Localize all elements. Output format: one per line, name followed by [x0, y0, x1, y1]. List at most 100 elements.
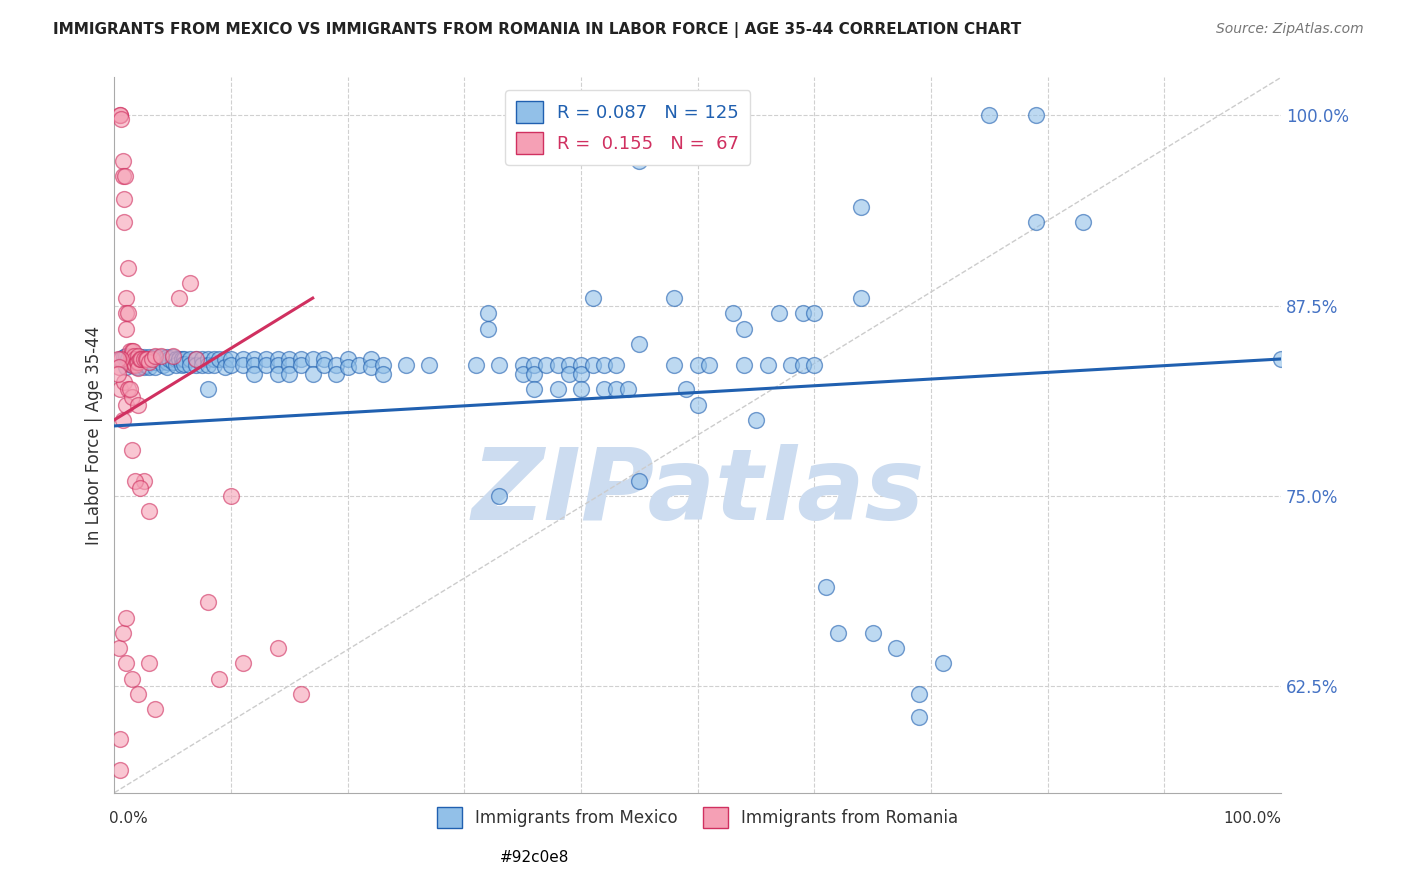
Point	[165, 358, 187, 372]
Point	[184, 351, 207, 366]
Point	[686, 398, 709, 412]
Point	[301, 367, 323, 381]
Point	[267, 358, 290, 372]
Point	[122, 344, 145, 359]
Point	[156, 355, 179, 369]
Point	[686, 358, 709, 372]
Point	[117, 383, 139, 397]
Point	[138, 504, 160, 518]
Point	[138, 355, 160, 369]
Point	[156, 359, 179, 374]
Point	[290, 687, 312, 701]
Point	[278, 351, 301, 366]
Point	[488, 489, 510, 503]
Point	[118, 383, 141, 397]
Point	[110, 112, 132, 126]
Point	[582, 358, 605, 372]
Point	[127, 398, 149, 412]
Point	[156, 351, 179, 365]
Point	[122, 355, 145, 369]
Point	[121, 351, 143, 366]
Point	[371, 358, 394, 372]
Point	[827, 625, 849, 640]
Point	[360, 359, 382, 374]
Point	[254, 358, 277, 372]
Point	[120, 349, 142, 363]
Point	[628, 336, 651, 351]
Point	[849, 200, 872, 214]
Point	[243, 351, 266, 366]
Point	[558, 358, 581, 372]
Point	[349, 358, 371, 372]
Point	[290, 351, 312, 366]
Point	[547, 383, 569, 397]
Point	[143, 702, 166, 716]
Point	[523, 383, 546, 397]
Point	[121, 443, 143, 458]
Point	[129, 351, 152, 366]
Point	[219, 489, 242, 503]
Point	[628, 154, 651, 169]
Point	[197, 595, 219, 609]
Point	[132, 351, 155, 366]
Point	[202, 358, 225, 372]
Point	[115, 321, 138, 335]
Point	[143, 351, 166, 365]
Point	[110, 351, 132, 366]
Point	[108, 641, 131, 656]
Text: 0.0%: 0.0%	[108, 811, 148, 826]
Point	[170, 358, 193, 372]
Point	[523, 358, 546, 372]
Point	[465, 358, 488, 372]
Point	[132, 359, 155, 374]
Point	[121, 344, 143, 359]
Point	[477, 321, 499, 335]
Point	[112, 351, 135, 365]
Point	[792, 358, 814, 372]
Point	[512, 367, 534, 381]
Point	[141, 351, 163, 366]
Point	[127, 361, 149, 376]
Point	[232, 657, 254, 671]
Point	[110, 351, 132, 366]
Point	[150, 351, 173, 365]
Point	[908, 687, 931, 701]
Point	[129, 481, 152, 495]
Point	[325, 358, 347, 372]
Point	[523, 367, 546, 381]
Point	[191, 358, 214, 372]
Point	[202, 351, 225, 366]
Point	[127, 359, 149, 374]
Point	[115, 610, 138, 624]
Point	[173, 351, 195, 366]
Point	[152, 358, 174, 372]
Point	[138, 351, 160, 365]
Point	[243, 358, 266, 372]
Point	[122, 349, 145, 363]
Point	[290, 358, 312, 372]
Point	[173, 357, 195, 371]
Point	[121, 358, 143, 372]
Text: 100.0%: 100.0%	[1223, 811, 1281, 826]
Point	[721, 306, 744, 320]
Point	[127, 349, 149, 363]
Point	[267, 351, 290, 366]
Point	[314, 358, 336, 372]
Point	[110, 383, 132, 397]
Point	[124, 358, 146, 372]
Point	[745, 413, 768, 427]
Point	[127, 687, 149, 701]
Point	[232, 358, 254, 372]
Point	[110, 108, 132, 122]
Point	[107, 367, 129, 381]
Point	[488, 358, 510, 372]
Point	[118, 344, 141, 359]
Point	[208, 351, 231, 366]
Point	[267, 641, 290, 656]
Point	[803, 306, 825, 320]
Point	[162, 355, 184, 369]
Point	[111, 169, 134, 184]
Point	[121, 351, 143, 365]
Point	[118, 355, 141, 369]
Point	[336, 351, 359, 366]
